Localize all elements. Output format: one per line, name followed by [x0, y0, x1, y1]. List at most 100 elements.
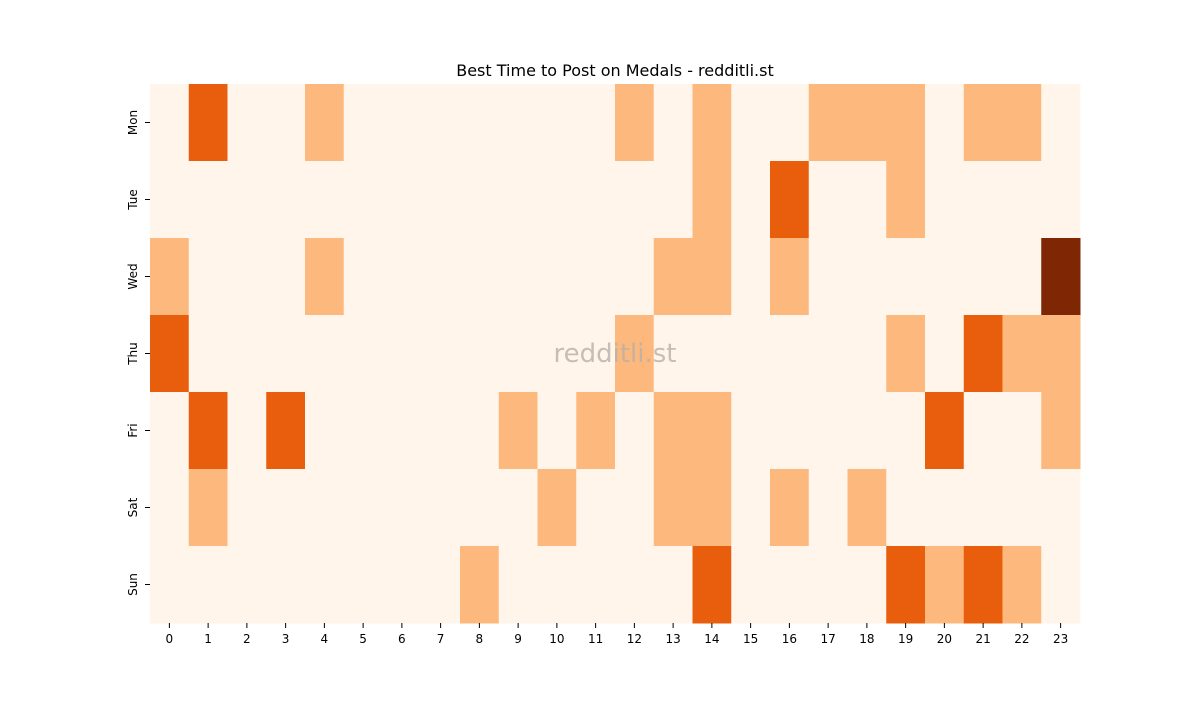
heatmap-cell-mon-16	[770, 84, 810, 162]
heatmap-cell-thu-11	[576, 315, 616, 393]
heatmap-cell-fri-23	[1041, 392, 1081, 470]
heatmap-cell-sun-12	[615, 546, 655, 624]
heatmap-cell-thu-23	[1041, 315, 1081, 393]
heatmap-cell-mon-22	[1002, 84, 1042, 162]
heatmap-cell-sat-23	[1041, 469, 1081, 547]
heatmap-cell-wed-14	[692, 238, 732, 316]
heatmap-cell-thu-8	[460, 315, 500, 393]
heatmap-cell-sun-8	[460, 546, 500, 624]
heatmap-cell-mon-12	[615, 84, 655, 162]
y-tick-label: Tue	[126, 189, 140, 211]
heatmap-cell-tue-0	[150, 161, 190, 239]
heatmap-cell-sat-19	[886, 469, 926, 547]
heatmap-cell-sat-9	[498, 469, 538, 547]
heatmap-cell-tue-2	[227, 161, 267, 239]
heatmap-cell-sun-18	[847, 546, 887, 624]
heatmap-cell-mon-5	[343, 84, 383, 162]
heatmap-cell-mon-8	[460, 84, 500, 162]
x-tick-label: 22	[1014, 632, 1029, 646]
heatmap-cell-tue-3	[266, 161, 306, 239]
heatmap-cell-sat-22	[1002, 469, 1042, 547]
heatmap-cell-tue-15	[731, 161, 771, 239]
heatmap-cell-tue-13	[653, 161, 693, 239]
heatmap-cell-sat-11	[576, 469, 616, 547]
x-tick-label: 8	[476, 632, 484, 646]
heatmap-cell-tue-5	[343, 161, 383, 239]
heatmap-cell-wed-11	[576, 238, 616, 316]
heatmap-cell-fri-21	[963, 392, 1003, 470]
watermark: redditli.st	[554, 339, 677, 369]
heatmap-cell-tue-7	[421, 161, 461, 239]
heatmap-cell-thu-1	[188, 315, 228, 393]
heatmap-cell-thu-5	[343, 315, 383, 393]
x-tick-label: 18	[859, 632, 874, 646]
heatmap-cell-sun-17	[808, 546, 848, 624]
heatmap-cell-sun-7	[421, 546, 461, 624]
heatmap-cell-wed-3	[266, 238, 306, 316]
heatmap-cell-sat-21	[963, 469, 1003, 547]
heatmap-cell-mon-7	[421, 84, 461, 162]
heatmap-cell-sun-15	[731, 546, 771, 624]
x-tick-label: 19	[898, 632, 913, 646]
x-tick-label: 11	[588, 632, 603, 646]
heatmap-cell-wed-1	[188, 238, 228, 316]
heatmap-cell-sun-9	[498, 546, 538, 624]
heatmap-cell-mon-17	[808, 84, 848, 162]
x-tick-label: 12	[627, 632, 642, 646]
chart-title: Best Time to Post on Medals - redditli.s…	[456, 61, 774, 80]
heatmap-cell-wed-23	[1041, 238, 1081, 316]
y-tick-label: Sun	[126, 573, 140, 596]
x-tick-label: 6	[398, 632, 406, 646]
heatmap-cell-sun-10	[537, 546, 577, 624]
heatmap-cell-thu-4	[305, 315, 345, 393]
heatmap-cell-sun-1	[188, 546, 228, 624]
x-tick-label: 15	[743, 632, 758, 646]
heatmap-cell-fri-10	[537, 392, 577, 470]
heatmap-cell-sat-13	[653, 469, 693, 547]
heatmap-cell-thu-19	[886, 315, 926, 393]
heatmap-cell-sat-20	[925, 469, 965, 547]
y-tick-label: Thu	[126, 342, 140, 366]
heatmap-cells	[150, 84, 1081, 624]
heatmap-cell-thu-17	[808, 315, 848, 393]
heatmap-cell-sat-6	[382, 469, 422, 547]
x-tick-label: 3	[282, 632, 290, 646]
heatmap-cell-wed-16	[770, 238, 810, 316]
x-tick-label: 16	[782, 632, 797, 646]
heatmap-cell-sun-6	[382, 546, 422, 624]
heatmap-cell-sat-3	[266, 469, 306, 547]
heatmap-cell-fri-0	[150, 392, 190, 470]
heatmap-cell-wed-10	[537, 238, 577, 316]
heatmap-cell-tue-19	[886, 161, 926, 239]
heatmap-cell-fri-11	[576, 392, 616, 470]
heatmap-cell-sun-19	[886, 546, 926, 624]
heatmap-cell-tue-14	[692, 161, 732, 239]
heatmap-cell-sat-10	[537, 469, 577, 547]
heatmap-cell-fri-13	[653, 392, 693, 470]
heatmap-cell-thu-9	[498, 315, 538, 393]
heatmap-cell-sun-21	[963, 546, 1003, 624]
heatmap-cell-thu-7	[421, 315, 461, 393]
heatmap-cell-sat-0	[150, 469, 190, 547]
heatmap-cell-fri-15	[731, 392, 771, 470]
heatmap-cell-wed-4	[305, 238, 345, 316]
x-tick-label: 0	[166, 632, 174, 646]
heatmap-cell-sun-22	[1002, 546, 1042, 624]
heatmap-cell-mon-6	[382, 84, 422, 162]
heatmap-cell-fri-7	[421, 392, 461, 470]
heatmap-cell-mon-18	[847, 84, 887, 162]
heatmap-cell-tue-18	[847, 161, 887, 239]
heatmap-cell-sun-20	[925, 546, 965, 624]
heatmap-cell-thu-14	[692, 315, 732, 393]
x-tick-label: 4	[321, 632, 329, 646]
y-tick-label: Mon	[126, 110, 140, 135]
y-axis: Mon Tue Wed Thu Fri Sat Sun	[126, 110, 150, 596]
heatmap-cell-wed-9	[498, 238, 538, 316]
heatmap-cell-wed-15	[731, 238, 771, 316]
x-tick-label: 13	[665, 632, 680, 646]
heatmap-cell-sun-14	[692, 546, 732, 624]
heatmap-cell-wed-21	[963, 238, 1003, 316]
x-tick-label: 17	[820, 632, 835, 646]
heatmap-cell-sun-0	[150, 546, 190, 624]
